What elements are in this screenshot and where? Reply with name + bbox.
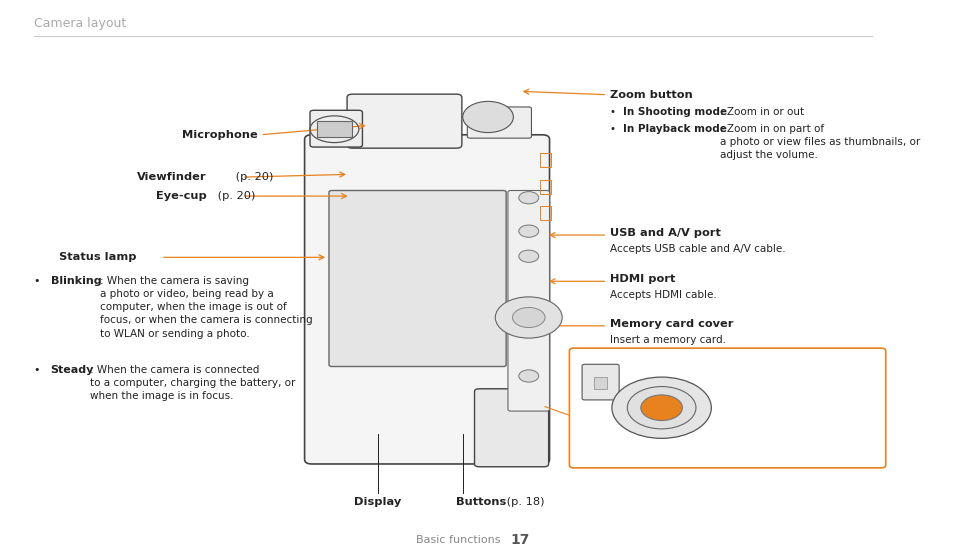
Text: Basic functions: Basic functions — [416, 535, 499, 545]
Bar — [539, 180, 551, 194]
Circle shape — [518, 225, 538, 237]
FancyBboxPatch shape — [507, 190, 549, 411]
Text: : Zoom in or out: : Zoom in or out — [720, 107, 803, 117]
Bar — [593, 377, 607, 389]
FancyBboxPatch shape — [329, 190, 506, 367]
Circle shape — [512, 307, 544, 328]
Text: USB and A/V port: USB and A/V port — [610, 228, 720, 238]
FancyBboxPatch shape — [569, 348, 884, 468]
FancyBboxPatch shape — [581, 364, 618, 400]
Text: Accepts HDMI cable.: Accepts HDMI cable. — [610, 290, 716, 300]
Text: Steady: Steady — [51, 365, 94, 375]
Circle shape — [611, 377, 711, 438]
Text: Eye-cup: Eye-cup — [156, 191, 207, 201]
Text: Memory card cover: Memory card cover — [610, 319, 733, 329]
Text: Zoom button: Zoom button — [610, 90, 692, 100]
Text: : When the camera is saving
a photo or video, being read by a
computer, when the: : When the camera is saving a photo or v… — [100, 276, 313, 339]
Text: Zoom button: Zoom button — [763, 441, 839, 451]
Circle shape — [495, 297, 561, 338]
Text: Buttons: Buttons — [456, 497, 506, 507]
Circle shape — [518, 370, 538, 382]
Bar — [317, 121, 352, 137]
Bar — [539, 153, 551, 167]
Bar — [539, 206, 551, 220]
Text: Accepts USB cable and A/V cable.: Accepts USB cable and A/V cable. — [610, 244, 785, 254]
Circle shape — [462, 101, 513, 133]
Circle shape — [640, 395, 681, 421]
Text: (p. 20): (p. 20) — [214, 191, 255, 201]
Text: Camera layout: Camera layout — [34, 17, 127, 30]
Text: •: • — [34, 276, 44, 286]
FancyBboxPatch shape — [474, 389, 548, 467]
FancyBboxPatch shape — [347, 94, 461, 148]
Text: Insert a memory card.: Insert a memory card. — [610, 335, 725, 345]
Text: Blinking: Blinking — [51, 276, 101, 286]
Text: Microphone: Microphone — [182, 130, 257, 140]
Circle shape — [518, 192, 538, 204]
Text: : Zoom in on part of
a photo or view files as thumbnails, or
adjust the volume.: : Zoom in on part of a photo or view fil… — [720, 124, 920, 160]
FancyBboxPatch shape — [467, 107, 531, 138]
Circle shape — [627, 387, 696, 429]
Text: (p. 18): (p. 18) — [502, 497, 543, 507]
Text: •: • — [610, 107, 618, 117]
Text: In Shooting mode: In Shooting mode — [622, 107, 726, 117]
Text: Shutter button: Shutter button — [763, 414, 850, 424]
FancyBboxPatch shape — [304, 135, 549, 464]
Text: Command dial: Command dial — [763, 386, 847, 396]
Text: Display: Display — [354, 497, 401, 507]
Text: •: • — [610, 124, 618, 134]
Text: Lock/unlock button: Lock/unlock button — [763, 364, 876, 374]
Text: 17: 17 — [510, 533, 530, 548]
Text: : When the camera is connected
to a computer, charging the battery, or
when the : : When the camera is connected to a comp… — [91, 365, 295, 401]
Text: (p. 20): (p. 20) — [232, 172, 274, 182]
Text: Status lamp: Status lamp — [59, 252, 136, 262]
Text: Viewfinder: Viewfinder — [137, 172, 207, 182]
Text: HDMI port: HDMI port — [610, 274, 675, 284]
Circle shape — [518, 250, 538, 262]
Text: •: • — [34, 365, 44, 375]
Text: In Playback mode: In Playback mode — [622, 124, 726, 134]
FancyBboxPatch shape — [310, 110, 362, 147]
